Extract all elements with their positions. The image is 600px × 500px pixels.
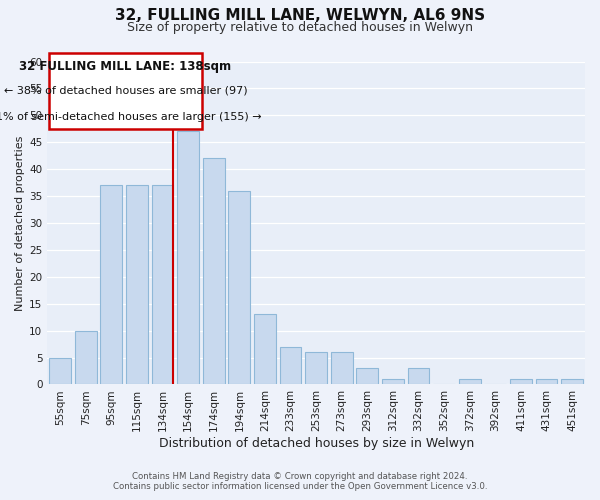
Bar [305, 352, 327, 384]
Bar [229, 190, 250, 384]
Text: Size of property relative to detached houses in Welwyn: Size of property relative to detached ho… [127, 21, 473, 34]
Text: ← 38% of detached houses are smaller (97): ← 38% of detached houses are smaller (97… [4, 86, 247, 96]
Bar [562, 379, 583, 384]
Bar [177, 132, 199, 384]
Bar [536, 379, 557, 384]
Bar [126, 186, 148, 384]
Y-axis label: Number of detached properties: Number of detached properties [15, 136, 25, 310]
Bar [459, 379, 481, 384]
Bar [254, 314, 276, 384]
FancyBboxPatch shape [49, 54, 202, 129]
Bar [331, 352, 353, 384]
Bar [382, 379, 404, 384]
Bar [510, 379, 532, 384]
Bar [407, 368, 430, 384]
Bar [49, 358, 71, 384]
Text: Contains HM Land Registry data © Crown copyright and database right 2024.: Contains HM Land Registry data © Crown c… [132, 472, 468, 481]
Bar [203, 158, 224, 384]
Bar [75, 330, 97, 384]
Bar [100, 186, 122, 384]
Bar [152, 186, 173, 384]
Bar [280, 347, 301, 385]
X-axis label: Distribution of detached houses by size in Welwyn: Distribution of detached houses by size … [158, 437, 474, 450]
Text: 61% of semi-detached houses are larger (155) →: 61% of semi-detached houses are larger (… [0, 112, 262, 122]
Text: 32, FULLING MILL LANE, WELWYN, AL6 9NS: 32, FULLING MILL LANE, WELWYN, AL6 9NS [115, 8, 485, 22]
Text: Contains public sector information licensed under the Open Government Licence v3: Contains public sector information licen… [113, 482, 487, 491]
Bar [356, 368, 378, 384]
Text: 32 FULLING MILL LANE: 138sqm: 32 FULLING MILL LANE: 138sqm [19, 60, 232, 73]
